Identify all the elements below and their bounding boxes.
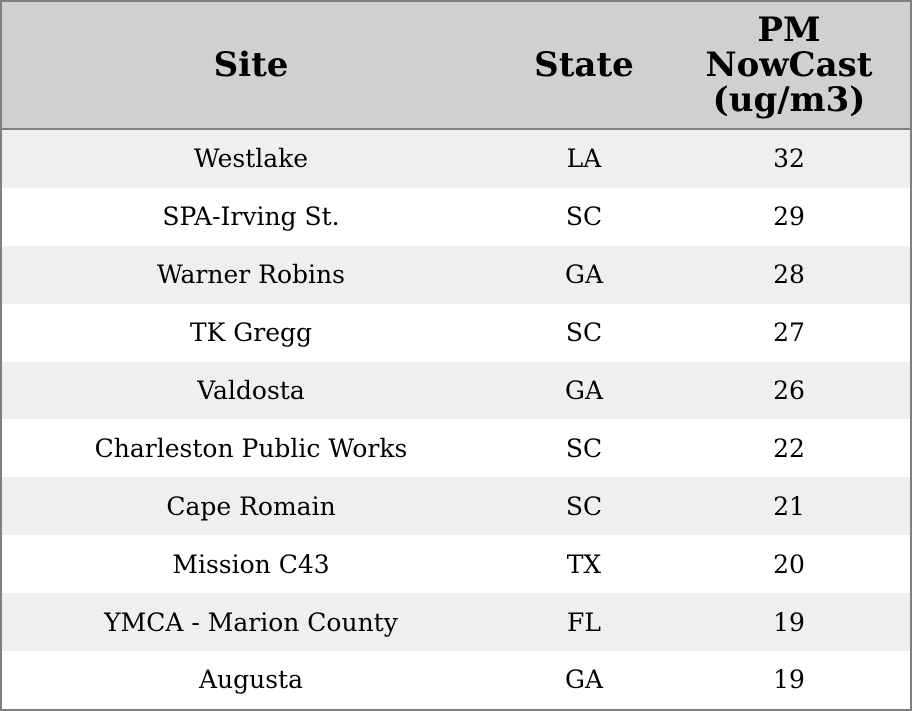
table-row: Charleston Public Works SC 22 [2,419,910,477]
table-row: Cape Romain SC 21 [2,477,910,536]
table-row: Westlake LA 32 [2,130,910,188]
pm-value-cell: 20 [773,549,805,579]
site-cell: Warner Robins [157,260,345,290]
site-cell: TK Gregg [189,318,313,348]
site-cell: Valdosta [197,376,305,405]
pm-value-cell: 29 [773,202,805,232]
pm-value-cell: 21 [773,491,805,521]
site-cell: YMCA - Marion County [104,607,398,637]
state-cell: SC [565,491,603,521]
site-cell: SPA-Irving St. [162,202,340,232]
table-row: Valdosta GA 26 [2,361,910,420]
site-cell: Charleston Public Works [94,433,408,463]
pm-value-cell: 32 [773,144,805,174]
table-row: SPA-Irving St. SC 29 [2,188,910,246]
state-cell: FL [567,607,601,637]
pm-value-cell: 26 [773,376,805,405]
pm-value-cell: 28 [773,260,805,290]
table-row: Warner Robins GA 28 [2,245,910,304]
state-cell: LA [566,144,602,174]
state-cell: SC [565,202,603,232]
state-cell: GA [564,260,604,290]
table-row: Augusta GA 19 [2,651,910,709]
pm-value-cell: 22 [773,433,805,463]
pm-value-cell: 19 [773,665,805,695]
site-cell: Augusta [198,665,304,695]
pm-value-cell: 27 [773,318,805,348]
site-cell: Mission C43 [172,549,330,579]
table-row: Mission C43 TX 20 [2,535,910,593]
pm-value-cell: 19 [773,607,805,637]
state-cell: SC [565,318,603,348]
column-header-state: State [534,44,634,85]
column-header-pm-nowcast: PM NowCast (ug/m3) [705,9,873,120]
state-cell: TX [566,549,602,579]
state-cell: SC [565,433,603,463]
column-header-site: Site [213,44,289,85]
table-header-row: Site State PM NowCast (ug/m3) [2,2,910,130]
table-row: TK Gregg SC 27 [2,304,910,362]
site-cell: Westlake [193,144,309,174]
table-row: YMCA - Marion County FL 19 [2,593,910,652]
state-cell: GA [564,376,604,405]
state-cell: GA [564,665,604,695]
site-cell: Cape Romain [166,491,336,521]
